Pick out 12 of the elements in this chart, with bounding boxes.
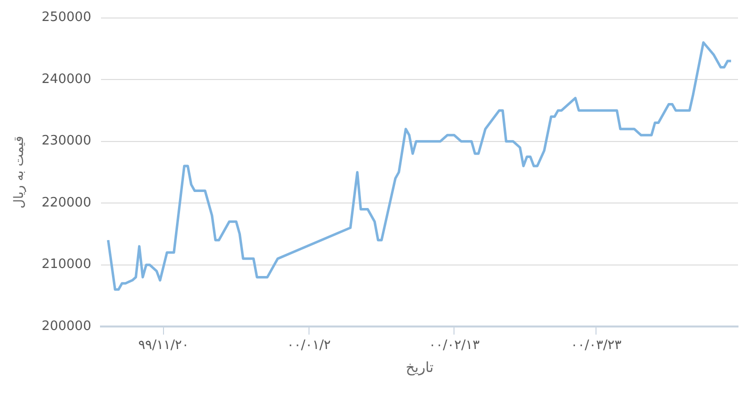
y-tick-label: 240000 <box>42 72 92 87</box>
y-tick-label: 230000 <box>42 134 92 149</box>
y-axis-title: قیمت به ریال <box>12 136 28 208</box>
x-tick-label: ۹۹/۱۱/۲۰ <box>138 338 189 353</box>
x-tick-label: ۰۰/۰۳/۲۳ <box>570 338 622 353</box>
x-axis-title: تاریخ <box>406 360 434 376</box>
y-tick-label: 200000 <box>42 318 92 334</box>
y-tick-label: 210000 <box>42 257 92 272</box>
x-tick-label: ۰۰/۰۱/۲ <box>287 338 331 353</box>
y-tick-label: 250000 <box>42 10 92 26</box>
y-tick-label: 220000 <box>42 195 92 210</box>
x-tick-label: ۰۰/۰۲/۱۳ <box>428 338 480 353</box>
